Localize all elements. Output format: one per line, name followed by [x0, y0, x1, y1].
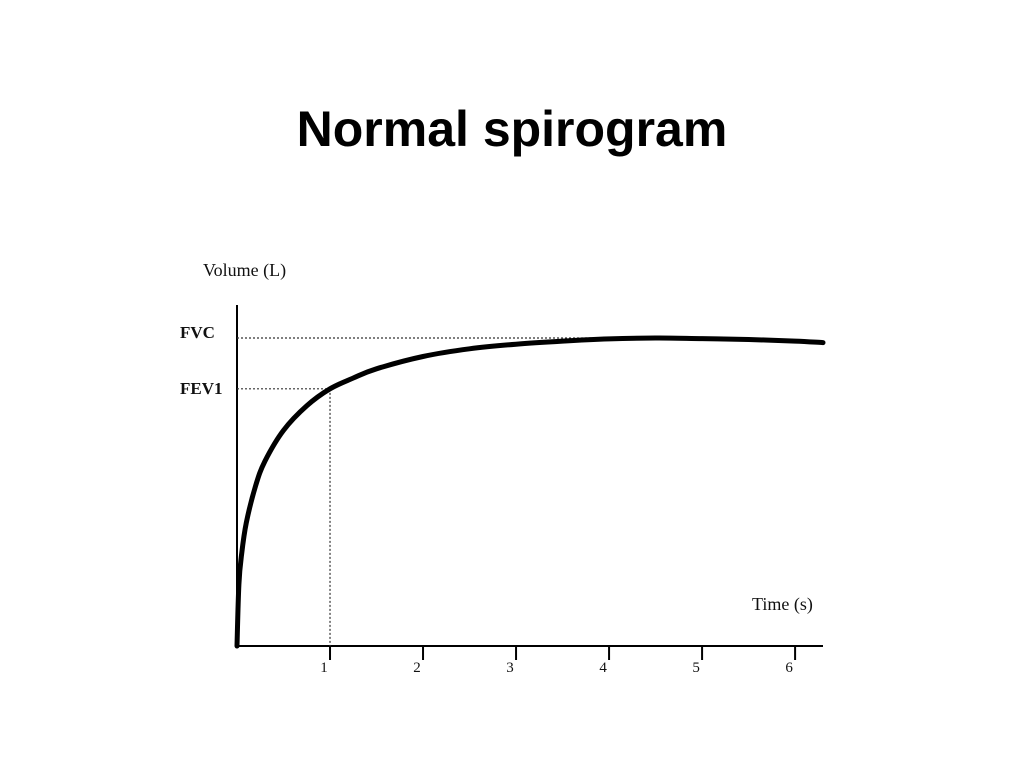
fev1-label: FEV1 [180, 379, 223, 398]
x-axis-label: Time (s) [752, 594, 813, 615]
page-title: Normal spirogram [296, 101, 728, 157]
volume-curve-0 [234, 335, 826, 649]
x-tick-label: 6 [785, 660, 793, 676]
axes: 1 2 3 4 5 6 FVC FEV1 [180, 305, 823, 676]
x-tick-label: 1 [320, 660, 328, 676]
y-axis-label: Volume (L) [203, 260, 286, 281]
x-tick-label: 2 [413, 660, 421, 676]
axis-labels: Volume (L) Time (s) [203, 260, 813, 615]
guide-lines [237, 337, 600, 646]
x-tick-label: 5 [692, 660, 700, 676]
x-tick-label: 3 [506, 660, 514, 676]
x-tick-label: 4 [599, 660, 607, 676]
series [234, 335, 826, 649]
fvc-label: FVC [180, 323, 215, 342]
